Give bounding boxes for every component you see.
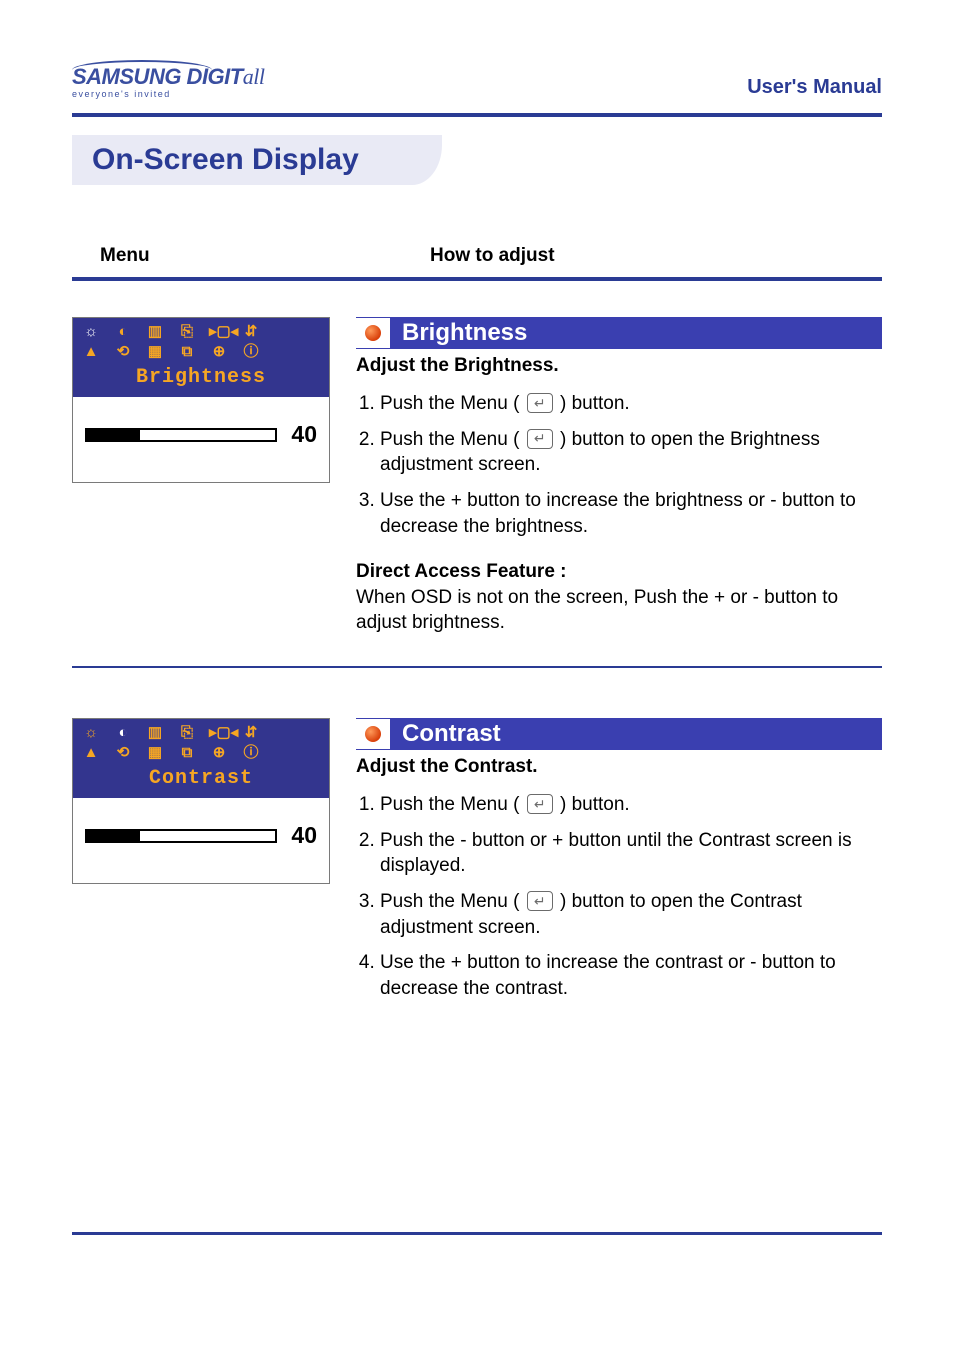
osd-icon: ▥ <box>145 324 165 340</box>
osd-icon: ☼ <box>81 324 101 340</box>
direct-access-title: Direct Access Feature : <box>356 561 567 582</box>
page-title-bar: On-Screen Display <box>72 135 882 185</box>
osd-icon: ◐ <box>113 324 133 340</box>
osd-panel: ☼ ◐ ▥ ⎘ ▸▢◂ ⇵ ▲ ⟲ ▦ ⧉ ⊕ ⓘ Brightness 40 <box>72 317 330 483</box>
feature-title-bar: Brightness <box>356 317 882 349</box>
osd-body: 40 <box>73 397 329 482</box>
manual-label: User's Manual <box>747 76 882 99</box>
feature-title-bar: Contrast <box>356 718 882 750</box>
logo-text: SAMSUNG DIGITall <box>72 66 264 88</box>
column-headers: Menu How to adjust <box>72 245 882 277</box>
osd-slider-fill <box>87 831 140 841</box>
osd-icon: ▥ <box>145 725 165 741</box>
section: ☼ ◐ ▥ ⎘ ▸▢◂ ⇵ ▲ ⟲ ▦ ⧉ ⊕ ⓘ Brightness 40 Brightness… <box>72 317 882 636</box>
menu-button-icon: ↵ <box>527 393 553 413</box>
page-header: SAMSUNG DIGITall everyone's invited User… <box>72 60 882 99</box>
osd-icon: ⧉ <box>177 344 197 360</box>
osd-label: Brightness <box>81 364 321 393</box>
step-item: Push the Menu ( ↵ ) button. <box>380 391 882 417</box>
bullet-icon <box>365 726 381 742</box>
section-rule <box>72 666 882 668</box>
menu-button-icon: ↵ <box>527 891 553 911</box>
osd-icon: ⓘ <box>241 344 261 360</box>
osd-icon: ⇵ <box>241 725 261 741</box>
osd-icon: ⇵ <box>241 324 261 340</box>
section: ☼ ◐ ▥ ⎘ ▸▢◂ ⇵ ▲ ⟲ ▦ ⧉ ⊕ ⓘ Contrast 40 Contrast Adj… <box>72 718 882 1011</box>
osd-top: ☼ ◐ ▥ ⎘ ▸▢◂ ⇵ ▲ ⟲ ▦ ⧉ ⊕ ⓘ Contrast <box>73 719 329 798</box>
steps-list: Push the Menu ( ↵ ) button. Push the - bu… <box>356 792 882 1001</box>
direct-access-body: When OSD is not on the screen, Push the … <box>356 587 838 634</box>
osd-label: Contrast <box>81 765 321 794</box>
osd-icon: ☼ <box>81 725 101 741</box>
osd-icon: ⊕ <box>209 745 229 761</box>
step-item: Use the + button to increase the brightn… <box>380 488 882 539</box>
osd-icon: ▲ <box>81 745 101 761</box>
osd-icon: ◐ <box>113 725 133 741</box>
osd-icon: ▲ <box>81 344 101 360</box>
osd-icon-row: ▲ ⟲ ▦ ⧉ ⊕ ⓘ <box>81 344 321 360</box>
osd-icon-row: ☼ ◐ ▥ ⎘ ▸▢◂ ⇵ <box>81 324 321 340</box>
logo-main-text: SAMSUNG DIGIT <box>72 64 243 89</box>
osd-icon-row: ▲ ⟲ ▦ ⧉ ⊕ ⓘ <box>81 745 321 761</box>
osd-icon: ▦ <box>145 344 165 360</box>
bullet-cell <box>356 719 390 749</box>
text-column: Brightness Adjust the Brightness. Push t… <box>356 317 882 636</box>
menu-button-icon: ↵ <box>527 794 553 814</box>
bullet-icon <box>365 325 381 341</box>
osd-icon: ▸▢◂ <box>209 324 229 340</box>
text-column: Contrast Adjust the Contrast. Push the M… <box>356 718 882 1011</box>
osd-icon: ⊕ <box>209 344 229 360</box>
header-rule <box>72 113 882 117</box>
osd-icon: ▸▢◂ <box>209 725 229 741</box>
osd-icon-row: ☼ ◐ ▥ ⎘ ▸▢◂ ⇵ <box>81 725 321 741</box>
osd-value: 40 <box>291 822 317 849</box>
bullet-cell <box>356 318 390 348</box>
feature-subhead: Adjust the Contrast. <box>356 756 882 778</box>
osd-icon: ⎘ <box>177 324 197 340</box>
step-item: Push the Menu ( ↵ ) button to open the C… <box>380 889 882 940</box>
osd-column: ☼ ◐ ▥ ⎘ ▸▢◂ ⇵ ▲ ⟲ ▦ ⧉ ⊕ ⓘ Brightness 40 <box>72 317 332 636</box>
step-item: Push the - button or + button until the … <box>380 828 882 879</box>
osd-top: ☼ ◐ ▥ ⎘ ▸▢◂ ⇵ ▲ ⟲ ▦ ⧉ ⊕ ⓘ Brightness <box>73 318 329 397</box>
feature-title: Brightness <box>390 317 539 349</box>
step-item: Push the Menu ( ↵ ) button to open the B… <box>380 427 882 478</box>
osd-icon: ⓘ <box>241 745 261 761</box>
osd-icon: ▦ <box>145 745 165 761</box>
steps-list: Push the Menu ( ↵ ) button. Push the Menu… <box>356 391 882 539</box>
osd-icon: ⟲ <box>113 344 133 360</box>
direct-access: Direct Access Feature : When OSD is not … <box>356 559 882 636</box>
step-item: Push the Menu ( ↵ ) button. <box>380 792 882 818</box>
page-title: On-Screen Display <box>92 143 392 177</box>
osd-body: 40 <box>73 798 329 883</box>
logo-tagline: everyone's invited <box>72 90 264 99</box>
header-double-rule <box>72 277 882 281</box>
col-howto: How to adjust <box>430 245 874 267</box>
osd-slider-track[interactable] <box>85 428 277 442</box>
footer-rule <box>72 1232 882 1235</box>
brand-logo: SAMSUNG DIGITall everyone's invited <box>72 60 264 99</box>
osd-icon: ⧉ <box>177 745 197 761</box>
menu-button-icon: ↵ <box>527 429 553 449</box>
osd-slider-track[interactable] <box>85 829 277 843</box>
osd-icon: ⎘ <box>177 725 197 741</box>
osd-column: ☼ ◐ ▥ ⎘ ▸▢◂ ⇵ ▲ ⟲ ▦ ⧉ ⊕ ⓘ Contrast 40 <box>72 718 332 1011</box>
feature-title: Contrast <box>390 718 513 750</box>
osd-icon: ⟲ <box>113 745 133 761</box>
osd-value: 40 <box>291 421 317 448</box>
col-menu: Menu <box>100 245 430 267</box>
osd-panel: ☼ ◐ ▥ ⎘ ▸▢◂ ⇵ ▲ ⟲ ▦ ⧉ ⊕ ⓘ Contrast 40 <box>72 718 330 884</box>
step-item: Use the + button to increase the contras… <box>380 950 882 1001</box>
feature-subhead: Adjust the Brightness. <box>356 355 882 377</box>
osd-slider-fill <box>87 430 140 440</box>
logo-suffix: all <box>243 64 265 89</box>
